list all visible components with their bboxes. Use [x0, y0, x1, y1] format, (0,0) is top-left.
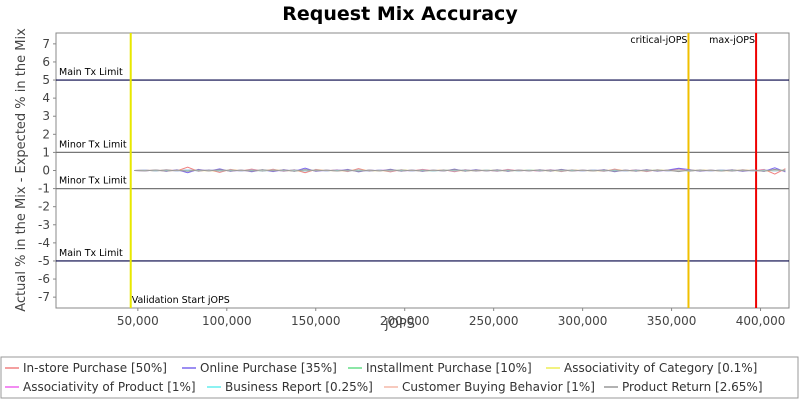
- legend: In-store Purchase [50%] Online Purchase […: [5, 361, 763, 394]
- y-tick-label: -2: [38, 200, 50, 214]
- x-tick-label: 50,000: [117, 314, 159, 328]
- y-tick-label: 2: [42, 127, 50, 141]
- reference-line-label: Main Tx Limit: [59, 67, 123, 78]
- legend-item-label: Product Return [2.65%]: [622, 380, 763, 394]
- legend-item-label: Associativity of Category [0.1%]: [564, 361, 757, 375]
- legend-box: [0, 356, 799, 399]
- y-tick-label: -7: [38, 290, 50, 304]
- reference-line-label: Validation Start jOPS: [132, 295, 230, 306]
- legend-item-label: Customer Buying Behavior [1%]: [402, 380, 595, 394]
- y-tick-label: -6: [38, 272, 50, 286]
- legend-item-label: In-store Purchase [50%]: [23, 361, 167, 375]
- x-axis-title: jOPS: [384, 317, 415, 332]
- y-tick-label: 1: [42, 145, 50, 159]
- x-tick-label: 100,000: [202, 314, 252, 328]
- y-tick-label: 5: [42, 73, 50, 87]
- y-axis-title: Actual % in the Mix - Expected % in the …: [14, 28, 29, 312]
- x-tick-label: 150,000: [291, 314, 341, 328]
- y-tick-label: 7: [42, 37, 50, 51]
- y-tick-label: -3: [38, 218, 50, 232]
- y-tick-label: 3: [42, 109, 50, 123]
- y-axis: -7 -6 -5 -4 -3 -2 -1 0 1 2 3 4 5 6 7: [38, 37, 56, 304]
- reference-line-label: critical-jOPS: [630, 35, 687, 46]
- chart-title: Request Mix Accuracy: [282, 3, 518, 25]
- x-tick-label: 200,000: [380, 314, 430, 328]
- legend-item-label: Associativity of Product [1%]: [23, 380, 196, 394]
- y-tick-label: 6: [42, 55, 50, 69]
- y-tick-label: 4: [42, 91, 50, 105]
- series-line: [134, 168, 786, 173]
- series-lines: [134, 166, 786, 175]
- reference-line-label: max-jOPS: [709, 35, 755, 46]
- legend-item-label: Online Purchase [35%]: [200, 361, 337, 375]
- y-tick-label: -5: [38, 254, 50, 268]
- x-tick-label: 350,000: [647, 314, 697, 328]
- legend-item-label: Installment Purchase [10%]: [366, 361, 532, 375]
- reference-labels: Main Tx Limit Minor Tx Limit Minor Tx Limi…: [59, 35, 755, 306]
- y-tick-label: 0: [42, 164, 50, 178]
- x-tick-label: 300,000: [558, 314, 608, 328]
- reference-line-label: Main Tx Limit: [59, 248, 123, 259]
- reference-line-label: Minor Tx Limit: [59, 176, 127, 187]
- y-tick-label: -1: [38, 182, 50, 196]
- legend-item-label: Business Report [0.25%]: [225, 380, 373, 394]
- x-axis: 50,000 100,000 150,000 200,000 250,000 300,00…: [117, 308, 786, 328]
- x-tick-label: 400,000: [736, 314, 786, 328]
- y-tick-label: -4: [38, 236, 50, 250]
- x-tick-label: 250,000: [469, 314, 519, 328]
- reference-line-label: Minor Tx Limit: [59, 139, 127, 150]
